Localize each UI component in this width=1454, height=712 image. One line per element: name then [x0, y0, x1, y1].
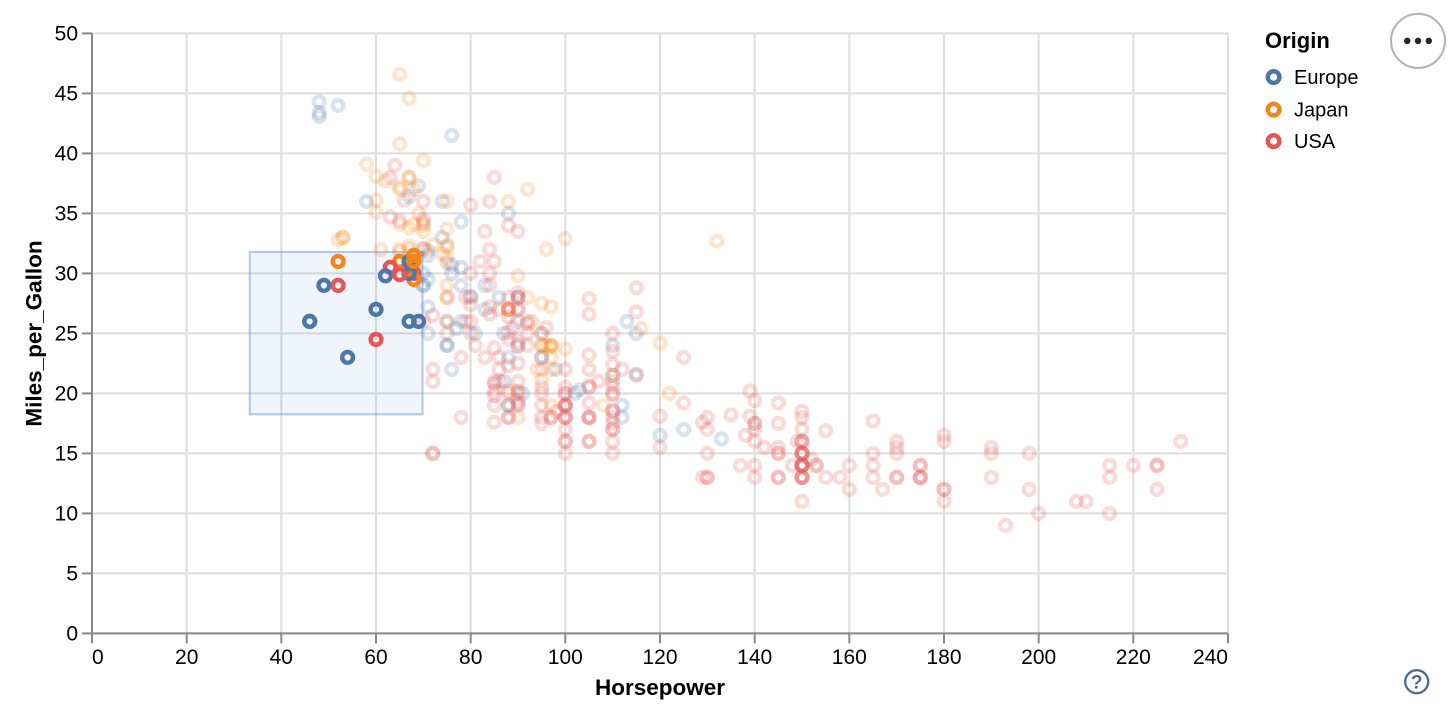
svg-text:0: 0 [92, 646, 104, 669]
svg-text:40: 40 [270, 646, 293, 669]
svg-text:140: 140 [737, 646, 772, 669]
svg-text:25: 25 [55, 323, 78, 346]
svg-text:30: 30 [55, 263, 78, 286]
svg-text:Origin: Origin [1265, 28, 1330, 53]
svg-text:Europe: Europe [1294, 67, 1359, 89]
svg-text:40: 40 [55, 143, 78, 166]
svg-text:20: 20 [55, 383, 78, 406]
svg-text:?: ? [1411, 673, 1423, 694]
svg-text:220: 220 [1116, 646, 1151, 669]
svg-text:Horsepower: Horsepower [595, 675, 725, 700]
svg-text:10: 10 [55, 503, 78, 526]
svg-text:USA: USA [1294, 131, 1336, 153]
svg-text:35: 35 [55, 203, 78, 226]
svg-text:60: 60 [364, 646, 387, 669]
svg-text:180: 180 [926, 646, 961, 669]
svg-text:200: 200 [1021, 646, 1056, 669]
svg-text:5: 5 [66, 563, 78, 586]
svg-text:240: 240 [1193, 646, 1228, 669]
svg-text:160: 160 [832, 646, 867, 669]
svg-text:Miles_per_Gallon: Miles_per_Gallon [22, 240, 47, 426]
svg-text:0: 0 [66, 623, 78, 646]
svg-text:20: 20 [175, 646, 198, 669]
svg-text:80: 80 [459, 646, 482, 669]
svg-text:15: 15 [55, 443, 78, 466]
svg-text:Japan: Japan [1294, 100, 1349, 122]
svg-text:100: 100 [548, 646, 583, 669]
svg-text:50: 50 [55, 23, 78, 46]
svg-text:45: 45 [55, 83, 78, 106]
svg-text:120: 120 [642, 646, 677, 669]
